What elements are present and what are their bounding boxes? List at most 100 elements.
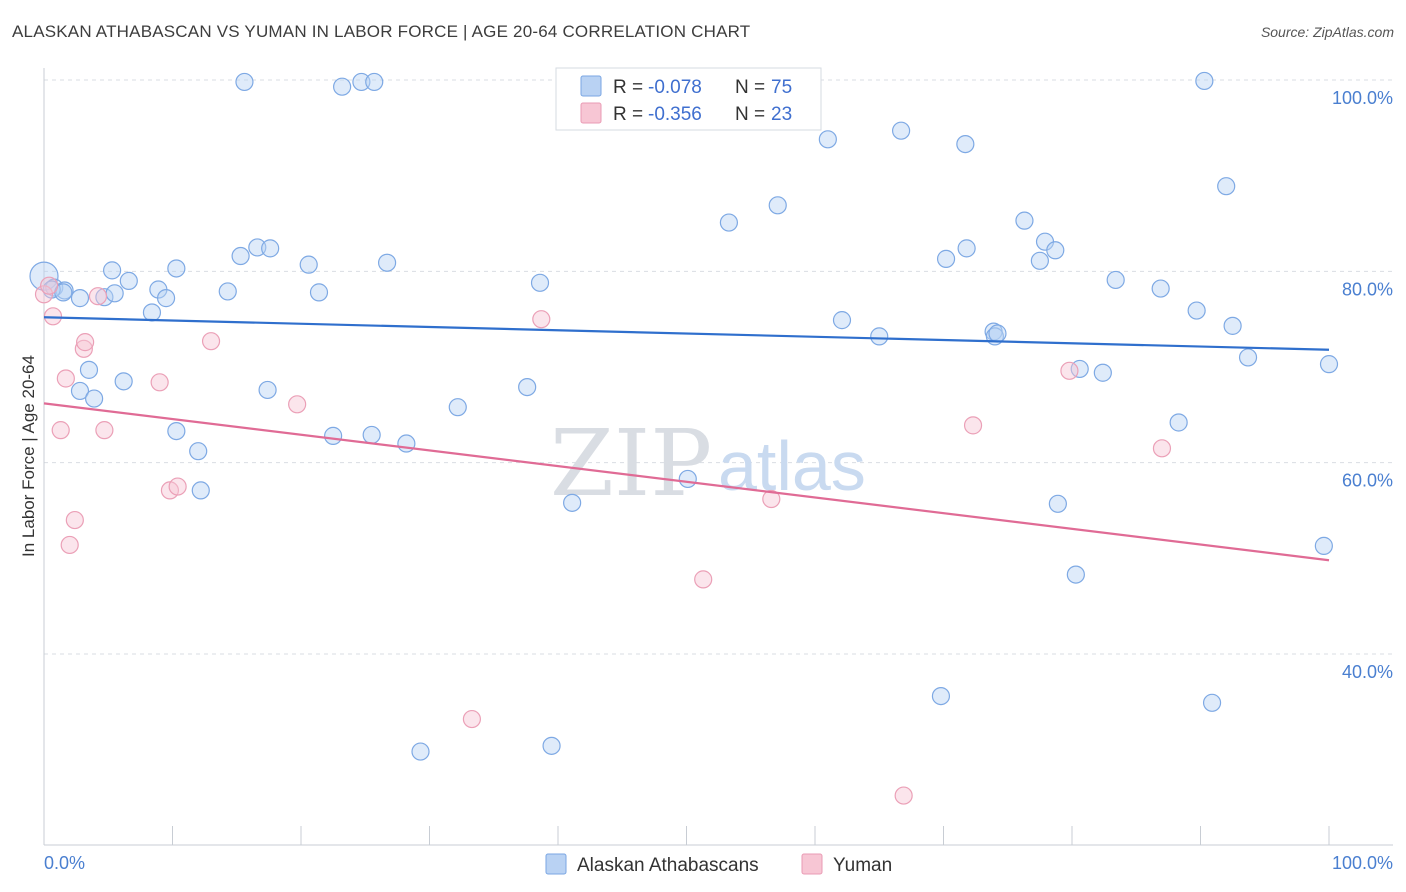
bottom-legend: Alaskan Athabascans Yuman	[545, 853, 892, 876]
athabascan-point-48	[936, 249, 956, 268]
athabascan-point-10	[103, 261, 122, 280]
yuman-point-20	[894, 786, 913, 805]
yuman-point-7	[74, 339, 93, 358]
athabascan-point-44	[832, 311, 852, 330]
yuman-point-3	[51, 421, 70, 440]
yuman-point-5	[60, 535, 79, 555]
athabascan-point-11	[119, 271, 138, 290]
yuman-point-22	[1060, 361, 1079, 380]
athabascan-point-72	[1319, 355, 1339, 374]
legend-swatch-athabascans	[580, 75, 602, 97]
x-tick-label-min: 0.0%	[44, 853, 85, 873]
bottom-legend-swatch-yuman	[801, 853, 823, 875]
x-ticks	[43, 826, 1330, 845]
legend-n-label-athabascans: N =	[735, 77, 765, 98]
legend-r-label-athabascans: R =	[613, 77, 643, 98]
yuman-point-10	[95, 421, 114, 440]
athabascan-point-41	[719, 213, 739, 232]
trend-line-athabascans	[43, 316, 1330, 351]
athabascan-point-26	[309, 283, 329, 302]
athabascan-point-29	[352, 72, 371, 92]
athabascan-point-42	[768, 196, 787, 215]
watermark-zip: ZIP	[550, 410, 712, 517]
y-tick-labels: 40.0% 60.0% 80.0% 100.0%	[1332, 88, 1393, 682]
legend-r-label-yuman: R =	[613, 104, 643, 125]
athabascan-point-17	[189, 442, 208, 461]
athabascan-point-15	[167, 421, 186, 441]
legend-r-value-athabascans: -0.078	[648, 77, 702, 98]
watermark: ZIP atlas	[550, 410, 866, 517]
yuman-point-23	[1152, 439, 1172, 458]
athabascan-point-46	[891, 121, 911, 140]
athabascan-point-58	[1048, 494, 1067, 513]
athabascan-point-31	[365, 72, 384, 92]
athabascan-point-53	[988, 324, 1007, 343]
x-tick-label-max: 100.0%	[1332, 853, 1393, 873]
watermark-atlas: atlas	[718, 427, 866, 505]
athabascan-point-37	[530, 273, 550, 292]
athabascan-point-30	[362, 425, 381, 445]
athabascan-point-65	[1187, 301, 1206, 320]
axes-layer	[43, 68, 1393, 846]
y-tick-label-60: 60.0%	[1342, 471, 1393, 491]
yuman-point-19	[762, 489, 781, 509]
athabascan-point-47	[931, 686, 951, 706]
legend-swatch-yuman	[580, 102, 602, 124]
athabascan-point-36	[518, 377, 537, 397]
athabascan-point-5	[105, 284, 124, 303]
yuman-point-14	[201, 332, 221, 351]
y-tick-label-100: 100.0%	[1332, 88, 1393, 108]
y-tick-label-80: 80.0%	[1342, 279, 1393, 299]
athabascan-point-7	[70, 381, 90, 401]
athabascan-point-43	[818, 130, 837, 149]
athabascan-point-24	[261, 239, 280, 258]
trend-line-yuman	[43, 402, 1330, 562]
athabascan-point-69	[1223, 316, 1242, 335]
bottom-legend-swatch-athabascans	[545, 853, 567, 875]
athabascan-point-45	[870, 327, 889, 346]
athabascan-point-23	[258, 380, 277, 400]
athabascan-point-21	[235, 72, 254, 92]
y-tick-label-40: 40.0%	[1342, 662, 1393, 682]
athabascan-point-39	[563, 493, 582, 512]
athabascan-point-54	[1015, 211, 1034, 230]
athabascan-point-50	[957, 239, 976, 258]
y-axis-label: In Labor Force | Age 20-64	[19, 355, 38, 557]
athabascan-point-4	[95, 288, 114, 307]
legend-box: R = -0.078 N = 75 R = -0.356 N = 23	[555, 67, 822, 131]
chart-title: ALASKAN ATHABASCAN VS YUMAN IN LABOR FOR…	[12, 22, 751, 41]
athabascan-point-27	[324, 426, 343, 445]
athabascan-point-61	[1093, 363, 1112, 382]
athabascan-point-59	[1066, 565, 1085, 584]
athabascan-point-66	[1195, 71, 1214, 91]
yuman-point-13	[168, 477, 187, 496]
legend-n-label-yuman: N =	[735, 104, 765, 125]
series-alaskan-athabascans	[29, 71, 1339, 761]
athabascan-point-40	[678, 469, 697, 489]
yuman-point-6	[65, 510, 84, 530]
yuman-point-18	[694, 570, 713, 589]
athabascan-point-32	[377, 253, 397, 272]
athabascan-point-49	[956, 134, 975, 154]
athabascan-point-3	[70, 289, 90, 308]
athabascan-point-64	[1169, 413, 1188, 432]
athabascan-point-57	[1046, 241, 1065, 260]
trend-lines	[43, 316, 1330, 562]
athabascan-point-25	[299, 255, 318, 274]
athabascan-point-14	[156, 289, 176, 308]
athabascan-point-28	[333, 77, 352, 96]
grid-layer	[44, 79, 1393, 655]
chart-source: Source: ZipAtlas.com	[1260, 24, 1394, 40]
yuman-point-0	[34, 285, 54, 304]
yuman-point-11	[150, 373, 169, 392]
athabascan-point-68	[1217, 177, 1236, 196]
athabascan-point-62	[1106, 270, 1125, 290]
yuman-point-17	[532, 310, 551, 329]
series-yuman	[34, 276, 1172, 805]
legend-n-value-yuman: 23	[771, 104, 792, 125]
athabascan-point-19	[218, 282, 237, 301]
yuman-point-8	[76, 333, 95, 352]
yuman-point-16	[462, 709, 482, 729]
yuman-point-15	[288, 395, 307, 414]
